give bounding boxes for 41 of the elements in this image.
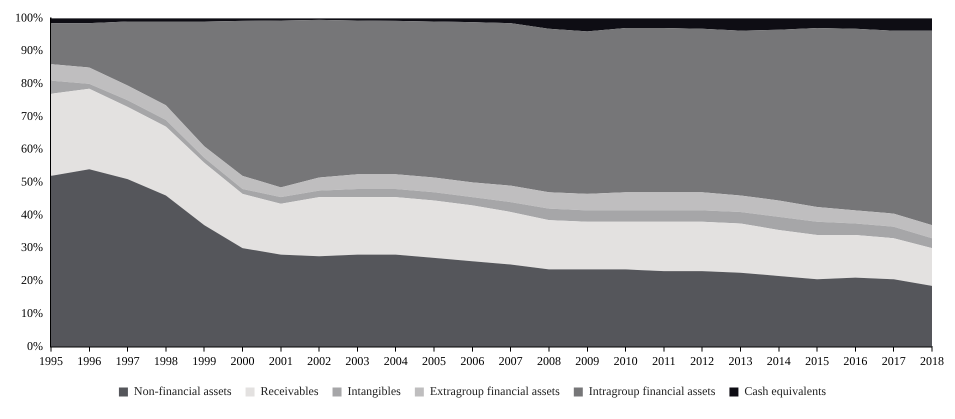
y-tick-label: 80% xyxy=(20,76,43,90)
x-tick-label: 1998 xyxy=(154,354,178,368)
legend-label: Cash equivalents xyxy=(744,384,826,398)
x-tick-label: 1995 xyxy=(38,354,63,368)
y-tick-label: 40% xyxy=(20,207,43,222)
legend-label: Extragroup financial assets xyxy=(430,384,560,398)
x-tick-label: 2000 xyxy=(230,354,255,368)
x-tick-label: 2011 xyxy=(652,354,676,368)
legend-label: Intragroup financial assets xyxy=(588,384,716,398)
x-tick-label: 2012 xyxy=(690,354,714,368)
y-tick-label: 100% xyxy=(14,10,43,24)
x-tick-label: 2009 xyxy=(575,354,600,368)
x-tick-label: 2014 xyxy=(766,354,791,368)
x-tick-label: 2007 xyxy=(498,354,523,368)
y-tick-label: 50% xyxy=(20,174,43,189)
y-tick-label: 60% xyxy=(20,142,43,156)
x-tick-label: 2004 xyxy=(384,354,408,368)
x-tick-label: 2015 xyxy=(805,354,830,368)
x-tick-label: 2003 xyxy=(345,354,370,368)
x-tick-label: 2002 xyxy=(307,354,332,368)
y-tick-label: 90% xyxy=(20,43,43,58)
y-tick-label: 20% xyxy=(20,273,43,288)
x-tick-label: 2018 xyxy=(920,354,944,368)
y-tick-label: 30% xyxy=(20,240,43,254)
legend-label: Receivables xyxy=(260,384,319,398)
legend-label: Intangibles xyxy=(348,384,402,398)
x-tick-label: 2016 xyxy=(843,354,868,368)
y-tick-label: 70% xyxy=(20,108,43,123)
x-tick-label: 2005 xyxy=(422,354,446,368)
x-tick-label: 1996 xyxy=(77,354,102,368)
x-tick-label: 2001 xyxy=(268,354,293,368)
legend-label: Non-financial assets xyxy=(134,384,232,398)
x-tick-label: 1997 xyxy=(116,354,140,368)
y-tick-label: 10% xyxy=(20,306,43,320)
x-tick-label: 2017 xyxy=(882,354,906,368)
x-tick-label: 2006 xyxy=(460,354,484,368)
x-tick-label: 1999 xyxy=(192,354,216,368)
x-tick-label: 2010 xyxy=(614,354,638,368)
y-tick-label: 0% xyxy=(26,338,43,353)
x-tick-label: 2013 xyxy=(728,354,752,368)
x-tick-label: 2008 xyxy=(536,354,561,368)
